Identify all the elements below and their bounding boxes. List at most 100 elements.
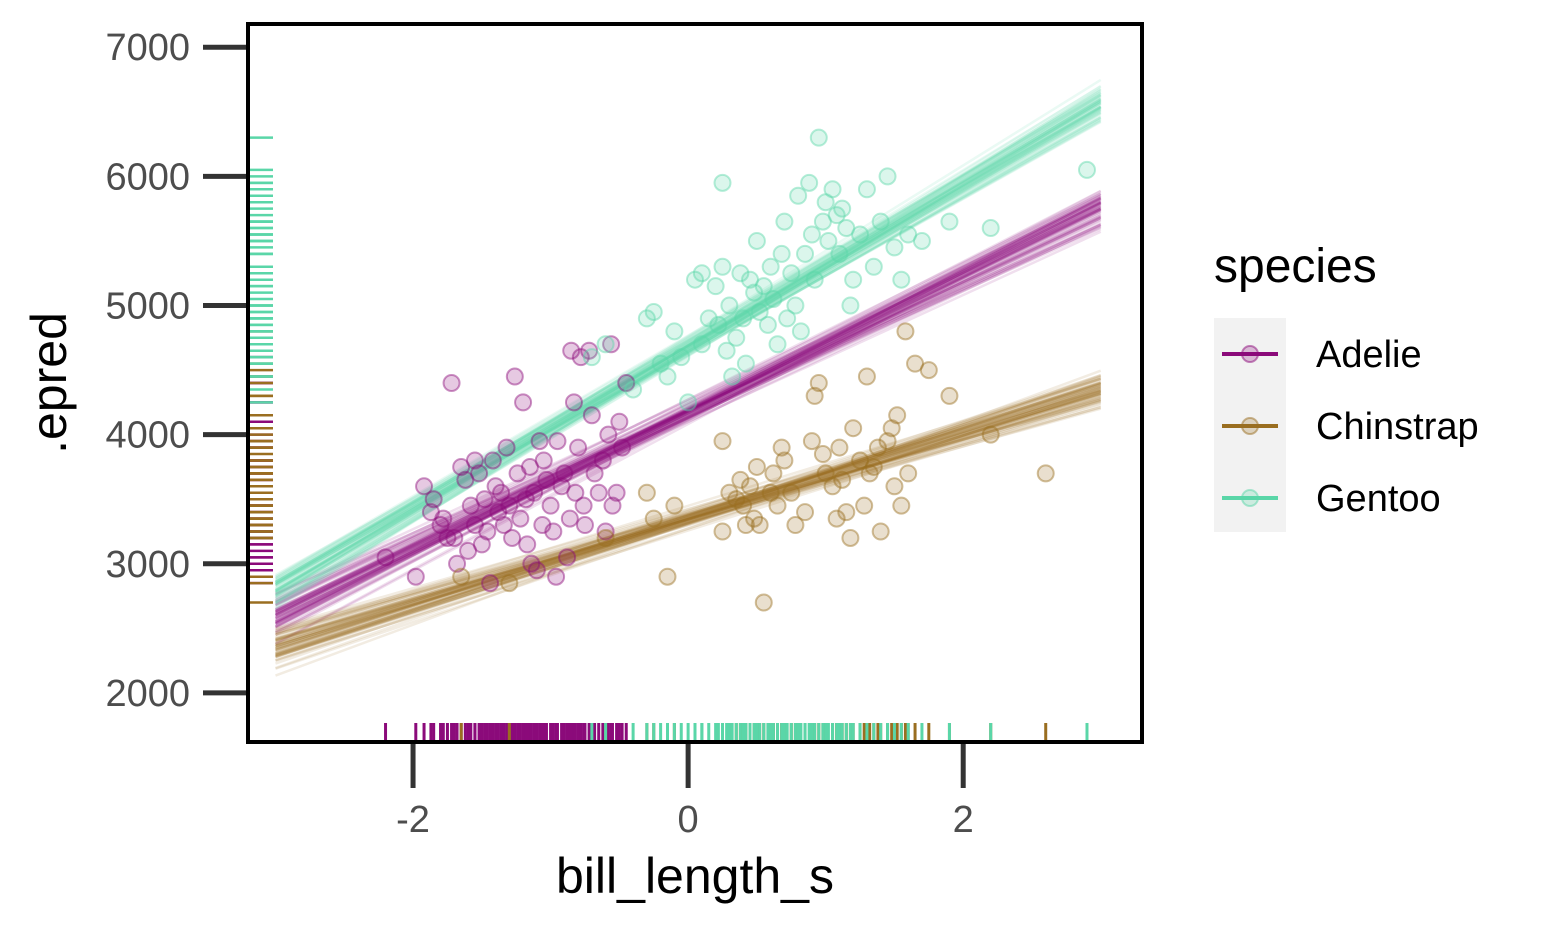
data-point xyxy=(489,503,508,522)
data-point xyxy=(813,445,832,464)
posterior-draw-line xyxy=(274,98,1102,596)
data-point xyxy=(892,270,911,289)
data-point xyxy=(500,574,519,593)
posterior-draw-line xyxy=(275,377,1102,646)
data-point xyxy=(637,309,656,328)
data-point xyxy=(888,406,907,425)
data-point xyxy=(658,367,677,386)
data-point xyxy=(571,348,590,367)
posterior-draw-line xyxy=(274,214,1102,617)
data-point xyxy=(823,477,842,496)
data-point xyxy=(816,464,835,483)
posterior-draw-line xyxy=(274,102,1102,602)
data-point xyxy=(637,483,656,502)
data-point xyxy=(607,483,626,502)
data-point xyxy=(544,522,563,541)
posterior-draw-line xyxy=(275,380,1102,651)
data-point xyxy=(830,244,849,263)
posterior-draw-line xyxy=(274,118,1102,586)
posterior-draw-line xyxy=(275,400,1102,631)
posterior-draw-line xyxy=(274,93,1102,597)
data-point xyxy=(448,554,467,573)
posterior-draw-line xyxy=(275,374,1102,670)
data-point xyxy=(415,477,434,496)
y-tick-label: 2000 xyxy=(105,673,190,715)
posterior-draw-line xyxy=(275,386,1102,655)
posterior-draw-line xyxy=(274,196,1102,617)
data-point xyxy=(844,270,863,289)
data-point xyxy=(786,296,805,315)
data-point xyxy=(651,354,670,373)
posterior-draw-line xyxy=(274,223,1102,614)
posterior-draw-line xyxy=(274,207,1102,624)
data-point xyxy=(699,309,718,328)
posterior-draw-line xyxy=(274,100,1102,605)
data-point xyxy=(541,496,560,515)
posterior-draw-line xyxy=(274,197,1102,629)
posterior-draw-line xyxy=(274,107,1102,605)
posterior-draw-line xyxy=(274,212,1102,623)
posterior-draw-line xyxy=(274,84,1102,599)
posterior-draw-line xyxy=(274,197,1102,628)
posterior-draw-line xyxy=(274,116,1102,595)
posterior-draw-line xyxy=(274,218,1102,620)
posterior-draw-line xyxy=(275,389,1102,658)
posterior-draw-line xyxy=(275,226,1102,596)
posterior-draw-line xyxy=(274,94,1102,604)
posterior-draw-line xyxy=(274,223,1102,596)
data-point xyxy=(580,341,599,360)
data-point xyxy=(421,503,440,522)
data-point xyxy=(516,490,535,509)
posterior-draw-line xyxy=(275,382,1102,646)
data-point xyxy=(741,270,760,289)
data-point xyxy=(851,225,870,244)
posterior-draw-line xyxy=(274,210,1102,623)
posterior-draw-line xyxy=(274,106,1102,605)
data-point xyxy=(768,496,787,515)
data-point xyxy=(456,470,475,489)
posterior-draw-line xyxy=(274,88,1102,603)
posterior-draw-line xyxy=(274,223,1102,604)
posterior-draw-line xyxy=(274,105,1102,584)
posterior-draw-line xyxy=(275,384,1102,648)
data-point xyxy=(1036,464,1055,483)
posterior-draw-line xyxy=(274,197,1102,612)
posterior-draw-line xyxy=(274,199,1102,622)
data-point xyxy=(736,516,755,535)
data-point xyxy=(527,561,546,580)
data-point xyxy=(593,451,612,470)
posterior-draw-line xyxy=(275,399,1102,647)
posterior-draw-line xyxy=(274,109,1102,593)
y-tick-label: 5000 xyxy=(105,286,190,328)
data-point xyxy=(602,335,621,354)
posterior-draw-line xyxy=(275,390,1102,658)
posterior-draw-line xyxy=(274,111,1102,591)
posterior-draw-line xyxy=(274,105,1102,592)
legend: species Adelie Chinstrap Gentoo xyxy=(1214,240,1479,532)
posterior-draw-line xyxy=(274,190,1102,625)
posterior-draw-line xyxy=(275,387,1102,645)
posterior-draw-line xyxy=(275,385,1102,642)
data-point xyxy=(919,361,938,380)
posterior-draw-line xyxy=(275,390,1102,639)
posterior-draw-line xyxy=(274,105,1102,600)
posterior-draw-line xyxy=(274,98,1102,592)
posterior-draw-line xyxy=(275,391,1102,648)
data-point xyxy=(731,470,750,489)
posterior-draw-line xyxy=(275,392,1102,652)
posterior-draw-line xyxy=(274,114,1102,596)
data-point xyxy=(912,231,931,250)
data-point xyxy=(452,567,471,586)
posterior-draw-line xyxy=(275,384,1102,648)
posterior-draw-line xyxy=(275,396,1102,642)
posterior-draw-line xyxy=(274,194,1102,624)
x-axis-title: bill_length_s xyxy=(556,848,834,904)
data-point xyxy=(478,522,497,541)
data-point xyxy=(864,257,883,276)
posterior-draw-line xyxy=(274,216,1102,606)
posterior-draw-line xyxy=(275,398,1102,641)
data-point xyxy=(782,483,801,502)
data-point xyxy=(574,496,593,515)
posterior-draw-line xyxy=(274,207,1102,619)
data-point xyxy=(644,509,663,528)
